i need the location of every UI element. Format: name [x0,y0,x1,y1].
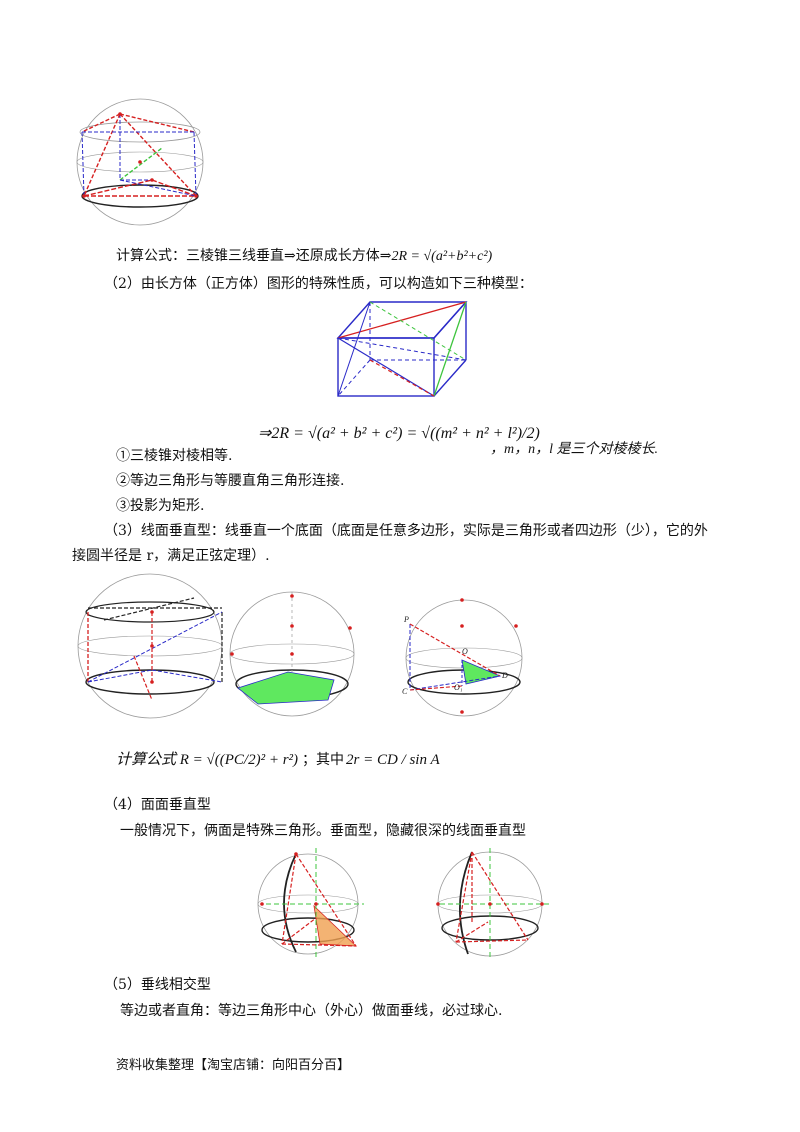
section-3-line-1: （3）线面垂直型：线垂直一个底面（底面是任意多边形，实际是三角形或者四边形（少）… [104,523,708,539]
box-formula: ⇒2R = √(a² + b² + c²) = √((m² + n² + l²)… [258,425,540,442]
list-item-2: ②等边三角形与等腰直角三角形连接. [116,473,345,489]
sphere-green-base-figure [229,591,355,717]
cuboid-figure [336,301,468,397]
label-o1: O₁ [454,683,463,692]
list-item-3: ③投影为矩形. [116,498,205,514]
section-4-title: （4）面面垂直型 [104,797,211,813]
formula-line-1-text: 计算公式：三棱锥三线垂直⇒还原成长方体⇒ [116,248,392,264]
label-c: C [402,687,408,696]
sphere-face-perp-figure-2 [436,848,550,958]
page-footer: 资料收集整理【淘宝店铺：向阳百分百】 [116,1058,351,1073]
list-item-1: ①三棱锥对棱相等. [116,448,233,464]
label-o: O [462,647,468,656]
sphere-tetrahedron-figure [76,98,204,226]
sphere-pyramid-figure: P O O₁ D C [402,598,523,717]
section-5-text: 等边或者直角：等边三角形中心（外心）做面垂线，必过球心. [120,1003,503,1019]
formula-3-sep: ；其中 [302,752,344,768]
label-p: P [403,615,409,624]
sphere-face-perp-figure-1 [257,848,364,958]
section-2-heading: （2）由长方体（正方体）图形的特殊性质，可以构造如下三种模型： [104,276,533,292]
section-3-line-2: 接圆半径是 r，满足正弦定理）. [72,548,270,564]
sphere-prism-figure [77,573,223,719]
box-formula-tail: ，m，n，l 是三个对棱棱长. [490,442,658,457]
label-d: D [501,671,508,680]
formula-3-right: 2r = CD / sin A [346,752,440,768]
section-5-title: （5）垂线相交型 [104,977,211,993]
section-4-text: 一般情况下，俩面是特殊三角形。垂面型，隐藏很深的线面垂直型 [120,823,526,839]
formula-3-left: 计算公式 R = √((PC/2)² + r²) [116,752,299,768]
formula-line-1: 计算公式：三棱锥三线垂直⇒还原成长方体⇒2R = √(a²+b²+c²) [116,246,492,267]
formula-line-1-math: 2R = √(a²+b²+c²) [391,249,493,264]
